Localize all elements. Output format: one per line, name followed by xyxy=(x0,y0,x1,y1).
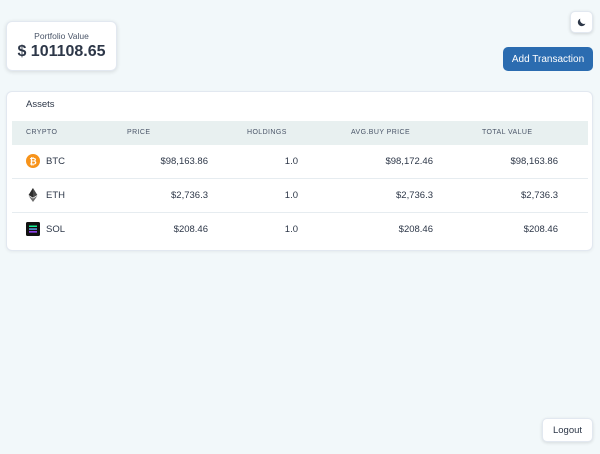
column-header-total-value: TOTAL VALUE xyxy=(482,129,533,136)
table-row: SOL $208.46 1.0 $208.46 $208.46 xyxy=(12,213,588,247)
column-header-holdings: HOLDINGS xyxy=(247,129,287,136)
bitcoin-icon: ₿ xyxy=(26,154,40,168)
svg-text:₿: ₿ xyxy=(29,156,36,167)
avg-buy-price-cell: $208.46 xyxy=(398,224,433,235)
total-value-cell: $208.46 xyxy=(523,224,558,235)
solana-icon xyxy=(26,222,40,236)
column-header-price: PRICE xyxy=(127,129,151,136)
price-cell: $2,736.3 xyxy=(171,190,208,201)
price-cell: $98,163.86 xyxy=(160,156,208,167)
price-cell: $208.46 xyxy=(173,224,208,235)
assets-title: Assets xyxy=(26,99,55,110)
logout-button[interactable]: Logout xyxy=(542,418,593,442)
portfolio-value-card: Portfolio Value $ 101108.65 xyxy=(6,21,117,71)
holdings-cell: 1.0 xyxy=(284,156,298,167)
avg-buy-price-cell: $2,736.3 xyxy=(396,190,433,201)
theme-toggle-button[interactable] xyxy=(570,11,593,33)
table-row: ETH $2,736.3 1.0 $2,736.3 $2,736.3 xyxy=(12,179,588,213)
crypto-name: BTC xyxy=(46,156,65,167)
assets-table-header: CRYPTO PRICE HOLDINGS AVG.BUY PRICE TOTA… xyxy=(12,121,588,145)
portfolio-value-amount: $ 101108.65 xyxy=(17,43,106,60)
assets-card: Assets CRYPTO PRICE HOLDINGS AVG.BUY PRI… xyxy=(6,91,593,251)
holdings-cell: 1.0 xyxy=(284,190,298,201)
portfolio-value-label: Portfolio Value xyxy=(34,31,89,41)
total-value-cell: $98,163.86 xyxy=(510,156,558,167)
crypto-name: ETH xyxy=(46,190,65,201)
crypto-name: SOL xyxy=(46,224,66,235)
total-value-cell: $2,736.3 xyxy=(521,190,558,201)
moon-icon xyxy=(577,18,586,26)
holdings-cell: 1.0 xyxy=(284,224,298,235)
column-header-avg-buy-price: AVG.BUY PRICE xyxy=(351,129,411,136)
avg-buy-price-cell: $98,172.46 xyxy=(385,156,433,167)
ethereum-icon xyxy=(26,188,40,202)
add-transaction-button[interactable]: Add Transaction xyxy=(503,47,593,71)
table-row: ₿ BTC $98,163.86 1.0 $98,172.46 $98,163.… xyxy=(12,145,588,179)
column-header-crypto: CRYPTO xyxy=(26,129,58,136)
